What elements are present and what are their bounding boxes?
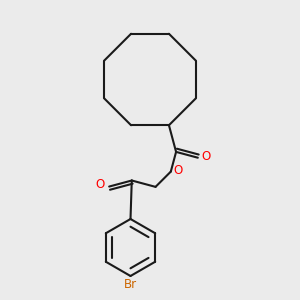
- Text: O: O: [95, 178, 105, 191]
- Text: Br: Br: [124, 278, 137, 291]
- Text: O: O: [173, 164, 183, 177]
- Text: O: O: [202, 150, 211, 163]
